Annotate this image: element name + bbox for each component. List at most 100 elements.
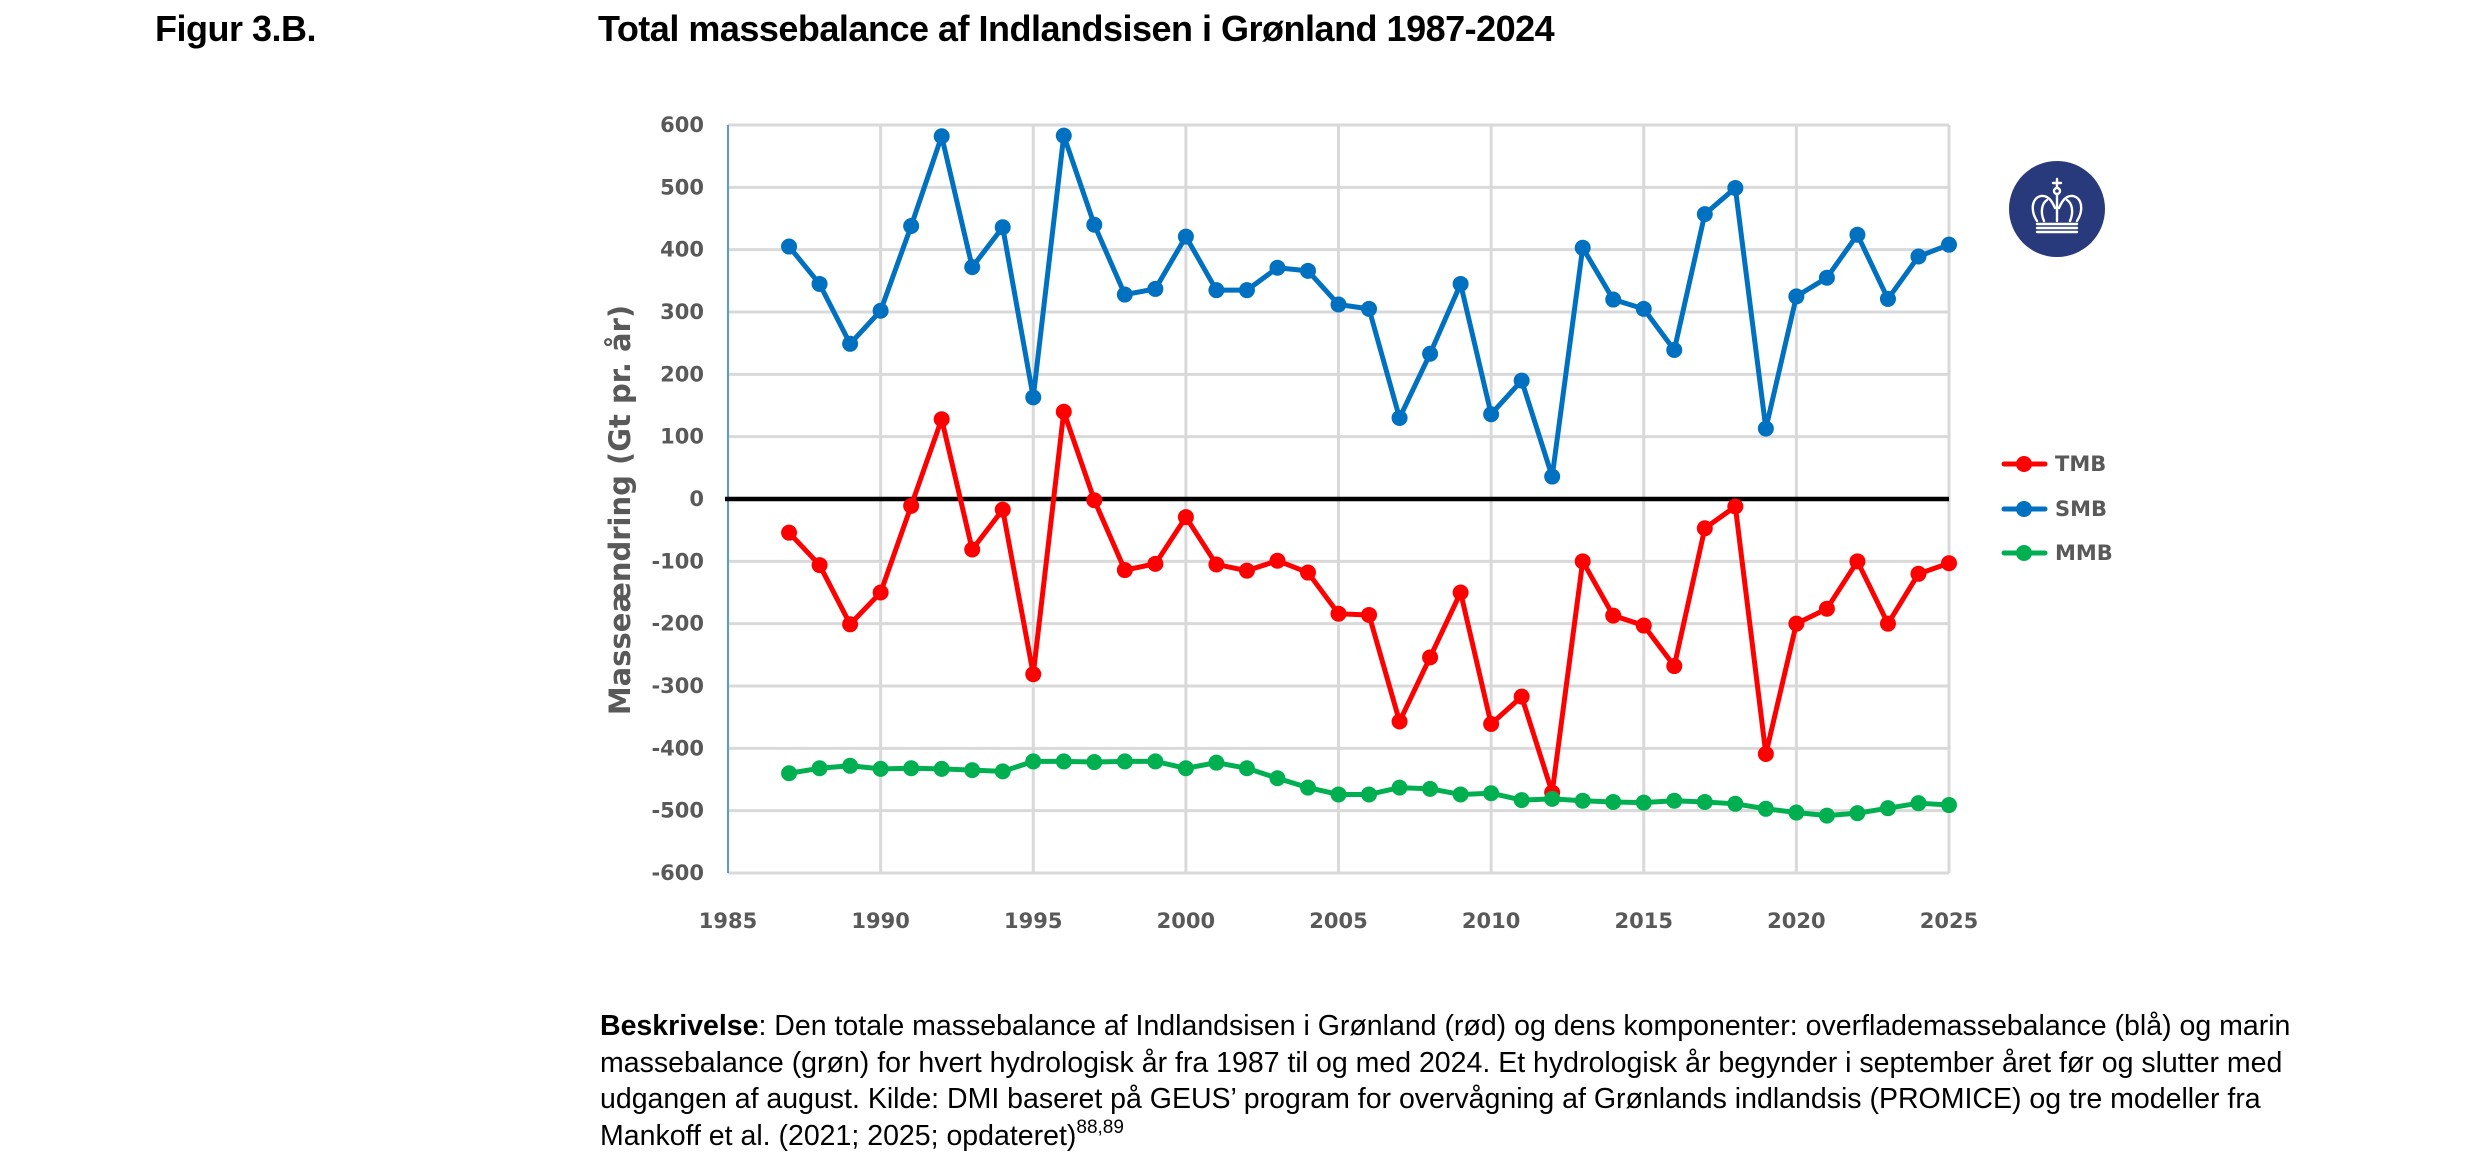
mmb-point [811, 760, 828, 777]
smb-point [1361, 300, 1378, 317]
mmb-point [1574, 792, 1591, 809]
mmb-point [1391, 779, 1408, 796]
tmb-point [903, 497, 920, 514]
smb-point [1818, 269, 1835, 286]
crown-icon [2031, 177, 2083, 234]
tmb-point [1513, 688, 1530, 705]
legend-swatch-marker [2016, 545, 2032, 561]
tmb-point [1147, 555, 1164, 572]
y-tick-label: 500 [660, 175, 704, 199]
legend-item-smb: SMB [2001, 497, 2107, 521]
tmb-point [842, 616, 859, 633]
mmb-point [872, 760, 889, 777]
figure-label: Figur 3.B. [155, 8, 317, 49]
smb-point [1483, 406, 1500, 423]
mmb-point [1605, 793, 1622, 810]
tmb-point [1208, 556, 1225, 573]
caption-footnote-refs: 88,89 [1076, 1117, 1124, 1139]
y-axis-label: Masseændring (Gt pr. år) [603, 305, 637, 715]
smb-point [842, 335, 859, 352]
y-tick-labels: 600 500 400 300 200 100 0 -100 -200 -300 -400 -500 -… [651, 113, 704, 885]
legend-label: SMB [2055, 497, 2107, 521]
mmb-point [1696, 793, 1713, 810]
tmb-point [1422, 649, 1439, 666]
mmb-point [1666, 792, 1683, 809]
tmb-line [787, 409, 1950, 796]
series-smb [781, 127, 1957, 485]
legend-label: TMB [2055, 452, 2106, 476]
mmb-point [1941, 797, 1957, 814]
smb-point [1055, 127, 1072, 144]
y-tick-label: -300 [651, 674, 704, 698]
tmb-point [1788, 615, 1805, 632]
mmb-point [1086, 754, 1103, 771]
smb-point [1269, 259, 1286, 276]
smb-point [1147, 280, 1164, 297]
smb-point [1299, 262, 1316, 279]
smb-point [1849, 226, 1866, 243]
smb-point [1696, 206, 1713, 223]
mmb-point [1788, 804, 1805, 821]
mmb-point [1361, 786, 1378, 803]
legend-swatch-marker [2016, 456, 2032, 472]
y-tick-label: 0 [689, 487, 704, 511]
smb-point [1086, 216, 1103, 233]
mmb-point [964, 762, 981, 779]
mmb-point [994, 763, 1011, 780]
y-tick-label: -500 [651, 799, 704, 823]
mmb-point [1116, 753, 1133, 770]
tmb-point [1849, 553, 1866, 570]
mmb-point [1452, 786, 1469, 803]
figure-caption: Beskrivelse: Den totale massebalance af … [600, 1008, 2360, 1155]
tmb-point [781, 524, 798, 541]
smb-point [903, 217, 920, 234]
tmb-point [964, 541, 981, 558]
mmb-point [1879, 800, 1896, 817]
mmb-point [1208, 754, 1225, 771]
smb-point [872, 302, 889, 319]
mmb-point [1818, 807, 1835, 824]
tmb-point [872, 584, 889, 601]
legend-item-mmb: MMB [2001, 541, 2113, 565]
y-tick-label: -200 [651, 612, 704, 636]
smb-point [1941, 236, 1957, 253]
smb-point [1635, 300, 1652, 317]
mmb-point [1422, 780, 1439, 797]
smb-point [933, 128, 950, 145]
smb-point [1605, 291, 1622, 308]
x-tick-label: 1995 [1004, 909, 1062, 933]
tmb-point [994, 501, 1011, 518]
mmb-point [1483, 785, 1500, 802]
tmb-point [933, 411, 950, 428]
y-tick-label: 400 [660, 238, 704, 262]
mmb-point [1055, 753, 1072, 770]
y-tick-label: -600 [651, 861, 704, 885]
mmb-point [1910, 795, 1927, 812]
y-tick-label: 100 [660, 425, 704, 449]
smb-point [811, 275, 828, 292]
tmb-point [1483, 716, 1500, 733]
mmb-point [1330, 786, 1347, 803]
series-group [781, 127, 1957, 824]
tmb-point [1910, 565, 1927, 582]
mmb-point [1025, 753, 1042, 770]
mmb-point [1727, 795, 1744, 812]
mmb-point [1544, 790, 1561, 807]
series-mmb [781, 753, 1957, 824]
y-tick-label: -100 [651, 549, 704, 573]
mmb-point [1177, 760, 1194, 777]
tmb-point [1086, 492, 1103, 509]
tmb-point [1391, 713, 1408, 730]
tmb-point [1666, 658, 1683, 675]
y-tick-label: -400 [651, 736, 704, 760]
x-tick-label: 2015 [1615, 909, 1673, 933]
x-tick-label: 2000 [1157, 909, 1215, 933]
tmb-point [1605, 607, 1622, 624]
smb-point [1391, 409, 1408, 426]
y-tick-label: 600 [660, 113, 704, 137]
tmb-point [1757, 745, 1774, 762]
y-tick-label: 200 [660, 362, 704, 386]
mmb-point [1757, 800, 1774, 817]
smb-point [1177, 228, 1194, 245]
smb-point [1666, 342, 1683, 359]
